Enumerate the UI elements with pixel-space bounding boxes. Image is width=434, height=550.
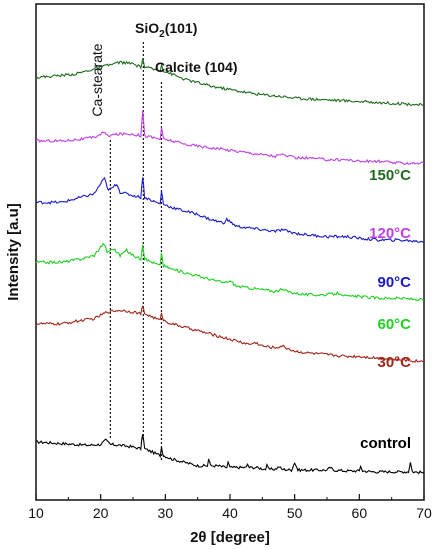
series-line xyxy=(35,176,425,243)
series-label: 60°C xyxy=(377,316,411,333)
x-tick-label: 20 xyxy=(93,505,109,521)
series-label: 120°C xyxy=(369,225,411,242)
series-line xyxy=(35,110,425,166)
series-layer xyxy=(35,58,425,475)
annotation-sio2: SiO2(101) xyxy=(135,20,197,40)
x-axis-tick-labels: 10 20 30 40 50 60 70 xyxy=(28,505,432,521)
series-label: 30°C xyxy=(377,354,411,371)
x-axis-ticks xyxy=(35,494,425,500)
x-tick-label: 70 xyxy=(416,505,432,521)
series-line xyxy=(35,58,425,107)
series-label: 90°C xyxy=(377,274,411,291)
annotation-sio2-sub: 2 xyxy=(159,29,165,40)
annotation-sio2-main: SiO xyxy=(135,20,159,36)
x-axis-title: 2θ [degree] xyxy=(190,529,270,546)
series-label: 150°C xyxy=(369,167,411,184)
series-labels: control 30°C 60°C 90°C 120°C 150°C xyxy=(360,167,411,452)
annotation-sio2-suffix: (101) xyxy=(165,20,198,36)
series-line xyxy=(35,242,425,302)
x-tick-label: 10 xyxy=(28,505,44,521)
annotation-calcite: Calcite (104) xyxy=(155,59,237,75)
x-tick-label: 60 xyxy=(352,505,368,521)
annotation-ca-stearate: Ca-stearate xyxy=(89,43,105,116)
series-line xyxy=(36,434,425,475)
series-line xyxy=(35,305,425,363)
x-tick-label: 50 xyxy=(287,505,303,521)
reference-lines xyxy=(109,42,163,462)
x-tick-label: 40 xyxy=(222,505,238,521)
x-tick-label: 30 xyxy=(158,505,174,521)
y-axis-title: Intensity [a.u] xyxy=(5,203,22,301)
series-label: control xyxy=(360,435,411,452)
